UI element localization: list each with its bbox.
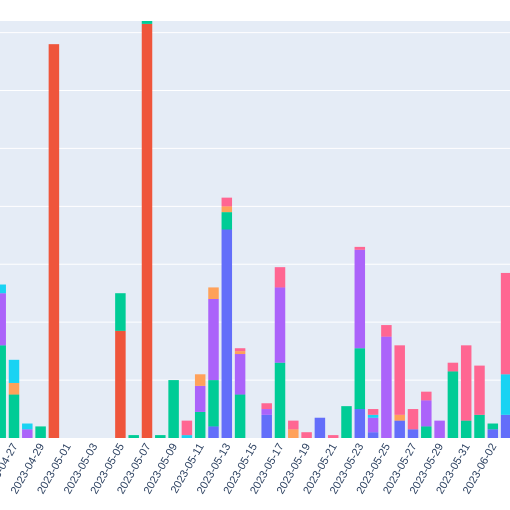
bar-segment (181, 435, 193, 438)
bar-segment (234, 354, 246, 395)
bar-segment (234, 351, 246, 355)
bar-segment (194, 411, 206, 438)
bar-segment (221, 197, 233, 207)
bar-segment (367, 417, 379, 433)
bar-segment (288, 429, 299, 438)
bar-segment (194, 374, 206, 386)
bar-segment (341, 406, 352, 438)
bar-segment (208, 380, 219, 427)
bar-segment (208, 426, 219, 438)
bar-segment (155, 435, 166, 438)
bar-segment (474, 414, 485, 438)
bar-segment (208, 287, 219, 299)
bar-segment (194, 385, 206, 412)
bar-stacks (0, 21, 510, 439)
bar-segment (447, 362, 459, 372)
bar-segment (8, 394, 20, 438)
bar-segment (288, 420, 299, 430)
bar-segment (421, 426, 432, 438)
bar-segment (128, 435, 139, 438)
bar-segment (8, 382, 20, 395)
bar-segment (354, 409, 366, 438)
bar-segment (314, 417, 326, 438)
bar-segment (327, 435, 339, 438)
bar-segment (301, 432, 312, 438)
bar-segment (367, 409, 379, 415)
bar-segment (394, 420, 405, 439)
bar-segment (274, 362, 286, 438)
bar-segment (407, 409, 419, 430)
bar-segment (367, 414, 379, 418)
bar-segment (487, 429, 499, 438)
bar-segment (181, 420, 193, 436)
bar-segment (234, 348, 246, 352)
bar-segment (447, 371, 459, 438)
bar-segment (500, 374, 510, 415)
bar-segment (261, 403, 272, 410)
bar-segment (8, 359, 20, 383)
bar-segment (115, 330, 126, 438)
x-axis-tick-labels: 2023-04-272023-04-292023-05-012023-05-03… (0, 442, 499, 497)
bar-segment (0, 345, 6, 438)
bar-segment (500, 414, 510, 438)
bar-segment (487, 423, 499, 430)
bar-segment (208, 299, 219, 381)
bar-segment (22, 423, 33, 430)
bar-segment (274, 287, 286, 363)
bar-segment (221, 229, 233, 438)
bar-segment (168, 380, 179, 438)
bar-segment (500, 272, 510, 375)
bar-segment (48, 44, 60, 439)
bar-segment (381, 325, 392, 337)
bar-segment (115, 293, 126, 331)
bar-segment (354, 348, 366, 410)
bar-segment (354, 246, 366, 250)
bar-segment (394, 414, 405, 421)
bar-segment (35, 426, 46, 438)
bar-segment (141, 21, 153, 24)
bar-segment (394, 345, 405, 415)
bar-segment (221, 212, 233, 230)
y-gridlines (0, 32, 510, 381)
plot-background (0, 21, 510, 438)
bar-segment (460, 420, 472, 439)
bar-segment (460, 345, 472, 421)
bar-segment (367, 432, 379, 438)
bar-segment (421, 391, 432, 401)
bar-segment (434, 420, 445, 439)
bar-segment (261, 409, 272, 415)
bar-segment (0, 293, 6, 346)
bar-segment (141, 23, 153, 439)
bar-segment (407, 429, 419, 438)
bar-segment (381, 336, 392, 438)
bar-segment (474, 365, 485, 415)
bar-segment (274, 267, 286, 288)
bar-segment (22, 429, 33, 438)
bar-segment (0, 284, 6, 294)
bar-segment (221, 206, 233, 213)
bar-segment (421, 400, 432, 427)
bar-segment (261, 414, 272, 438)
bar-segment (234, 394, 246, 438)
bar-segment (354, 249, 366, 349)
